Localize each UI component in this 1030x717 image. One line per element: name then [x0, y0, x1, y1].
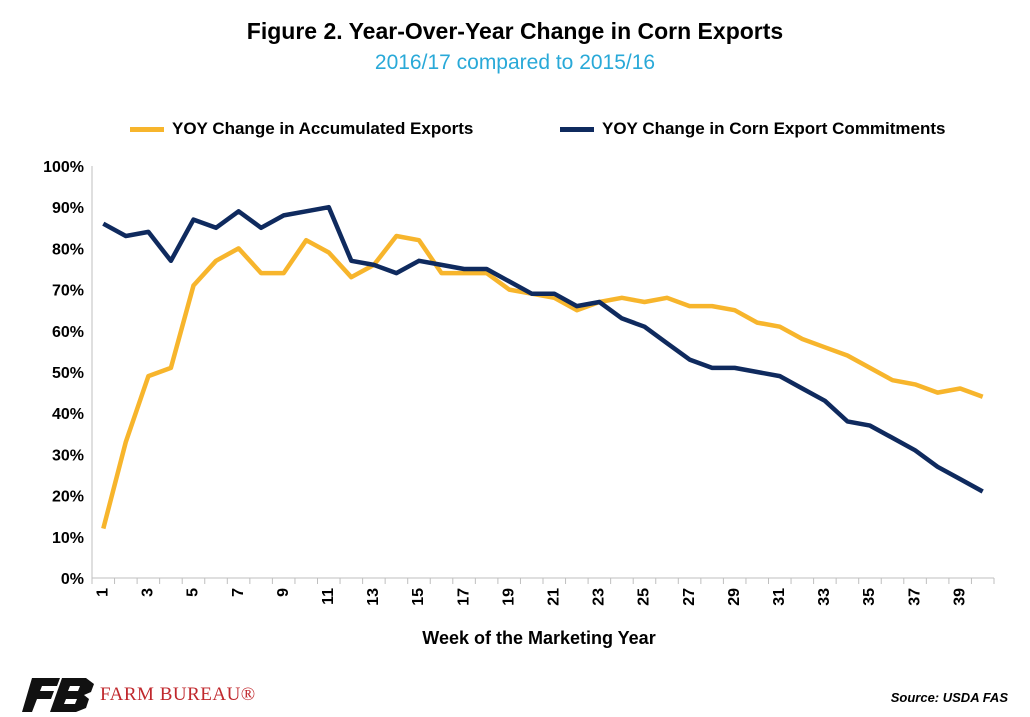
chart-title: Figure 2. Year-Over-Year Change in Corn …	[246, 18, 784, 44]
legend-item-accumulated: YOY Change in Accumulated Exports	[130, 119, 473, 139]
x-tick-label: 23	[591, 588, 608, 606]
series-line-commitments	[102, 204, 984, 494]
legend-label-commitments: YOY Change in Corn Export Commitments	[602, 119, 946, 138]
y-tick-label: 60%	[52, 324, 84, 341]
x-tick-label: 27	[681, 588, 698, 606]
x-tick-label: 31	[771, 588, 788, 606]
y-tick-label: 50%	[52, 365, 84, 382]
y-tick-label: 40%	[52, 406, 84, 423]
x-tick-label: 15	[410, 588, 427, 606]
x-axis-title: Week of the Marketing Year	[422, 628, 656, 648]
y-tick-label: 80%	[52, 241, 84, 258]
series-line-accumulated	[101, 233, 984, 530]
x-tick-label: 39	[951, 588, 968, 606]
x-tick-label: 29	[726, 588, 743, 606]
x-tick-label: 9	[275, 588, 292, 597]
x-tick-label: 11	[320, 588, 337, 605]
legend-swatch-commitments	[560, 126, 594, 132]
y-tick-label: 0%	[61, 571, 84, 588]
x-tick-label: 7	[230, 588, 247, 597]
legend-swatch-accumulated	[130, 126, 164, 132]
x-tick-label: 33	[816, 588, 833, 606]
y-tick-label: 70%	[52, 283, 84, 300]
y-tick-label: 30%	[52, 447, 84, 464]
y-tick-label: 10%	[52, 530, 84, 547]
legend: YOY Change in Accumulated Exports YOY Ch…	[130, 119, 1030, 143]
x-tick-label: 13	[365, 588, 382, 606]
chart-subtitle: 2016/17 compared to 2015/16	[374, 51, 656, 74]
x-tick-label: 3	[140, 588, 157, 597]
source-note: Source: USDA FAS	[890, 690, 1008, 705]
x-tick-label: 1	[94, 588, 111, 597]
x-tick-label: 17	[455, 588, 472, 606]
farm-bureau-logo-icon	[22, 678, 94, 712]
farm-bureau-logo: FARM BUREAU®	[22, 678, 256, 712]
y-tick-label: 90%	[52, 200, 84, 217]
x-tick-label: 37	[906, 588, 923, 606]
x-tick-label: 25	[636, 588, 653, 606]
x-tick-label: 19	[500, 588, 517, 606]
x-tick-label: 21	[545, 588, 562, 606]
x-tick-label: 5	[185, 588, 202, 597]
y-tick-label: 20%	[52, 489, 84, 506]
y-tick-label: 100%	[43, 159, 84, 176]
legend-label-accumulated: YOY Change in Accumulated Exports	[172, 119, 474, 138]
logo-text: FARM BUREAU®	[100, 684, 256, 705]
x-tick-label: 35	[861, 588, 878, 606]
legend-item-commitments: YOY Change in Corn Export Commitments	[560, 119, 946, 139]
